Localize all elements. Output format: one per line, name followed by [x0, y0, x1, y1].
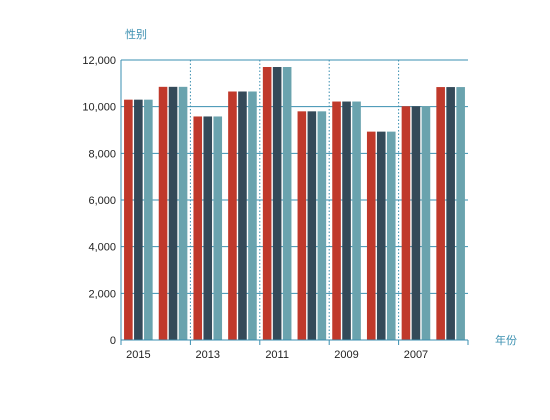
bar	[446, 87, 455, 340]
x-axis-title: 年份	[495, 333, 517, 347]
bar	[386, 131, 396, 340]
bar	[178, 86, 188, 340]
bar	[411, 106, 421, 340]
bar	[228, 91, 237, 340]
bar	[238, 91, 247, 340]
bar	[297, 111, 307, 340]
x-tick-label: 2009	[334, 349, 358, 361]
y-tick-label: 2,000	[88, 288, 116, 300]
bar	[124, 99, 133, 341]
bar	[317, 111, 327, 340]
bar	[262, 67, 272, 340]
bar	[332, 101, 341, 341]
y-tick-label: 10,000	[82, 102, 116, 114]
y-tick-label: 12,000	[82, 55, 116, 67]
x-tick-label: 2011	[265, 349, 289, 361]
bar	[366, 131, 376, 340]
bars	[124, 67, 465, 341]
bar	[342, 101, 351, 341]
bar	[272, 67, 282, 340]
bar	[248, 91, 257, 340]
x-tick-label: 2015	[126, 349, 150, 361]
bar	[134, 99, 143, 341]
bar	[158, 86, 168, 340]
bar	[203, 116, 213, 340]
bar	[376, 131, 386, 340]
bar	[193, 116, 203, 340]
bar	[144, 99, 153, 341]
bar	[456, 87, 465, 340]
y-tick-label: 0	[110, 335, 116, 347]
bar	[307, 111, 317, 340]
y-axis-title: 性别	[125, 27, 147, 41]
y-tick-label: 6,000	[88, 195, 116, 207]
x-tick-label: 2013	[196, 349, 220, 361]
bar	[401, 106, 411, 340]
axes: 0 2,000 4,000 6,000 8,000 10,000 12,000 2015 201…	[82, 55, 469, 361]
bar	[436, 87, 445, 340]
bar	[352, 101, 361, 341]
y-tick-label: 8,000	[88, 148, 116, 160]
bar	[213, 116, 223, 340]
bar	[282, 67, 292, 340]
bar	[421, 106, 431, 340]
x-tick-label: 2007	[404, 349, 428, 361]
bar	[168, 86, 178, 340]
y-tick-label: 4,000	[88, 242, 116, 254]
